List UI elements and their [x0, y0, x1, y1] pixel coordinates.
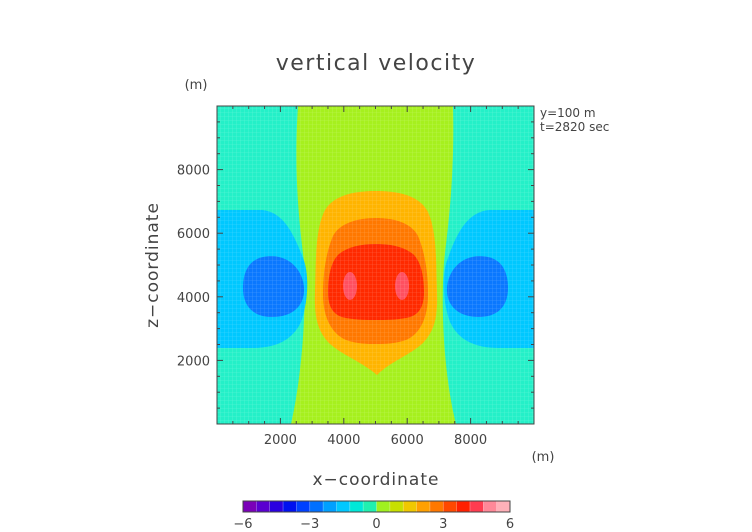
colorbar-swatch: [349, 501, 364, 512]
colorbar-swatch: [483, 501, 498, 512]
colorbar-swatch: [443, 501, 458, 512]
y-tick-label: 2000: [177, 354, 210, 369]
colorbar-swatch: [269, 501, 284, 512]
colorbar-swatch: [296, 501, 311, 512]
colorbar-swatch: [403, 501, 418, 512]
contour-plot: [216, 105, 535, 425]
colorbar-swatch: [363, 501, 377, 512]
colorbar-tick-label: 0: [372, 517, 380, 532]
colorbar-swatch: [456, 501, 471, 512]
axes: 2000 4000 6000 8000 2000 4000 6000 8000: [177, 106, 534, 448]
colorbar-swatch: [243, 501, 257, 512]
colorbar-swatch: [309, 501, 324, 512]
x-tick-label: 2000: [264, 433, 297, 448]
colorbar-tick-label: 3: [439, 517, 447, 532]
y-tick-label: 6000: [177, 227, 210, 242]
colorbar-tick-label: −6: [233, 517, 252, 532]
colorbar-swatch: [256, 501, 271, 512]
colorbar: −6 −3 0 3 6: [233, 500, 514, 532]
colorbar-swatch: [389, 501, 404, 512]
x-tick-label: 8000: [454, 433, 487, 448]
chart-title: vertical velocity: [276, 51, 477, 76]
y-tick-label: 8000: [177, 164, 210, 179]
annotation-y-position: y=100 m: [540, 106, 596, 120]
colorbar-tick-label: 6: [506, 517, 514, 532]
colorbar-swatch: [496, 501, 511, 512]
y-tick-label: 4000: [177, 291, 210, 306]
x-tick-label: 6000: [391, 433, 424, 448]
colorbar-frame: [242, 500, 511, 513]
colorbar-swatch: [376, 501, 391, 512]
y-axis-label: z−coordinate: [143, 202, 163, 328]
colorbar-swatch: [336, 501, 351, 512]
colorbar-swatch: [323, 501, 337, 512]
grid-texture: [217, 106, 534, 424]
colorbar-swatch: [416, 501, 431, 512]
colorbar-tick-label: −3: [300, 517, 319, 532]
annotation-time: t=2820 sec: [540, 120, 609, 134]
y-unit-label: (m): [185, 78, 208, 93]
colorbar-swatch: [469, 501, 484, 512]
colorbar-swatch: [283, 501, 297, 512]
x-axis-label: x−coordinate: [313, 470, 440, 490]
x-tick-label: 4000: [327, 433, 360, 448]
colorbar-swatch: [429, 501, 444, 512]
x-unit-label: (m): [532, 450, 555, 465]
